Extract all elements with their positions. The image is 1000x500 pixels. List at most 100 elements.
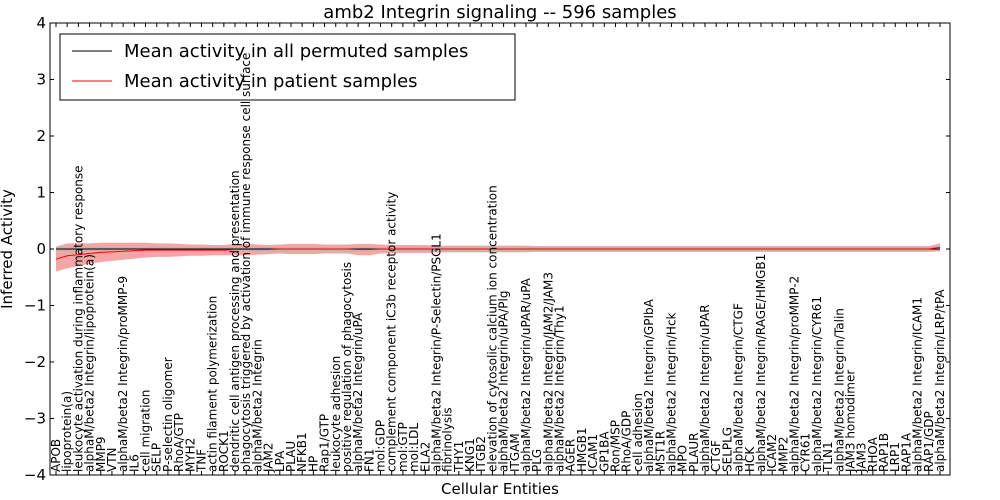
x-tick-label: ROCK1 [217, 430, 231, 472]
x-tick-label: SELPLG [720, 427, 734, 472]
x-tick-label: MPO [676, 445, 690, 472]
x-tick-label: MMP2 [776, 436, 790, 472]
x-tick-label: HP [306, 456, 320, 472]
x-tick-label: IL6 [127, 454, 141, 472]
x-tick-label: alphaM/beta2 Integrin/CYR61 [810, 296, 824, 472]
x-tick-label: positive regulation of phagocytosis [340, 262, 354, 472]
x-tick-label: ITGB2 [474, 436, 488, 472]
x-tick-label: HMGB1 [575, 427, 589, 472]
x-tick-label: phagocytosis triggered by activation of … [239, 53, 253, 472]
x-tick-label: MMP9 [94, 436, 108, 472]
y-tick-label: −2 [24, 353, 46, 371]
y-tick-label: 4 [36, 14, 46, 32]
x-tick-label: mol:LDL [407, 423, 421, 472]
x-tick-label: ITGAM [508, 433, 522, 472]
x-tick-label: RAP1A [899, 432, 913, 472]
x-tick-label: alphaM/beta2 Integrin/Hck [664, 312, 678, 472]
x-tick-label: alphaM/beta2 Integrin/Talin [832, 308, 846, 472]
legend-label-permuted: Mean activity in all permuted samples [124, 41, 468, 62]
x-tick-label: TLN1 [821, 441, 835, 473]
x-tick-label: PLAUR [687, 432, 701, 472]
legend-label-patient: Mean activity in patient samples [124, 71, 418, 92]
x-tick-label: RAP1/GDP [922, 411, 936, 472]
legend-box [59, 33, 516, 101]
x-tick-label: leukocyte adhesion [329, 356, 343, 472]
x-tick-label: ICAM2 [765, 434, 779, 472]
x-tick-label: MYH2 [183, 438, 197, 472]
x-tick-label: CTGF [709, 440, 723, 472]
x-tick-label: alphaM/beta2 Integrin/CTGF [732, 303, 746, 472]
x-tick-label: PLG [530, 449, 544, 472]
x-axis-ticks [55, 23, 941, 475]
x-tick-label: CYR61 [799, 433, 813, 472]
x-tick-label: cell adhesion [631, 393, 645, 472]
x-tick-label: MST1R [653, 431, 667, 472]
x-tick-label: ICAM1 [586, 434, 600, 472]
y-axis-label: Inferred Activity [0, 189, 16, 309]
y-tick-label: −4 [24, 466, 46, 484]
x-tick-label: JAM2 [262, 442, 276, 473]
x-tick-label: HCK [743, 446, 757, 472]
x-tick-label: THY1 [452, 441, 466, 473]
x-tick-label: AGER [564, 439, 578, 472]
patient-mean-line [55, 246, 941, 260]
plot-area: −4 −3 −2 −1 0 1 2 3 4 [24, 14, 951, 484]
x-tick-label: SELP [150, 443, 164, 472]
x-tick-label: leukocyte activation during inflammatory… [71, 165, 85, 472]
x-tick-label: ELA2 [418, 442, 432, 472]
plot-frame [49, 22, 951, 476]
x-tick-label: alphaM/beta2 Integrin/uPA/Plg [497, 291, 511, 472]
x-tick-label: fibrinolysis [441, 407, 455, 472]
y-tick-label: −1 [24, 297, 46, 315]
x-tick-label: elevation of cytosolic calcium ion conce… [485, 185, 499, 472]
x-tick-label: actin filament polymerization [206, 296, 220, 472]
x-tick-label: FN1 [362, 448, 376, 472]
x-tick-label: KNG1 [463, 438, 477, 472]
x-tick-label: alphaM/beta2 Integrin/uPA [351, 312, 365, 472]
x-tick-label: JAM3 [855, 442, 869, 473]
x-tick-label: JAM3 homodimer [843, 370, 857, 473]
y-tick-label: −3 [24, 410, 46, 428]
x-tick-label: cell migration [139, 390, 153, 472]
chart-title: amb2 Integrin signaling -- 596 samples [323, 2, 676, 23]
legend: Mean activity in all permuted samples Me… [59, 33, 516, 101]
x-tick-label: LPA [273, 450, 287, 472]
y-axis-ticks: −4 −3 −2 −1 0 1 2 3 4 [24, 14, 950, 484]
x-tick-label: alphaM/beta2 Integrin/proMMP-2 [788, 276, 802, 472]
x-tick-label: complement component iC3b receptor activ… [385, 192, 399, 472]
x-tick-label: dendritic cell antigen processing and pr… [228, 170, 242, 472]
y-tick-label: 0 [36, 240, 46, 258]
x-tick-label: alphaM/beta2 Integrin/RAGE/HMGB1 [754, 254, 768, 472]
y-tick-label: 3 [36, 71, 46, 89]
x-tick-label: Ron/MSP [608, 420, 622, 472]
x-tick-label: alphaM/beta2 Integrin/GPIbA [642, 298, 656, 472]
y-tick-label: 1 [36, 184, 46, 202]
x-tick-label: alphaM/beta2 Integrin/LRP/tPA [933, 289, 947, 472]
x-tick-label: RHOA [866, 436, 880, 472]
x-axis-label: Cellular Entities [441, 480, 559, 498]
x-tick-label: VTN [105, 447, 119, 472]
x-tick-label: mol:GTP [396, 422, 410, 472]
x-tick-label: alphaM/beta2 Integrin/Thy1 [553, 305, 567, 472]
x-tick-label: alphaM/beta2 Integrin/uPAR [698, 304, 712, 472]
x-tick-label: RAP1B [877, 433, 891, 472]
x-tick-label: APOB [49, 439, 63, 472]
x-tick-label: RhoA/GDP [620, 411, 634, 472]
x-tick-label: Rap1/GTP [318, 414, 332, 472]
x-tick-label: TNF [194, 449, 208, 473]
series-lines [55, 246, 941, 260]
x-tick-label: lipoprotein(a) [60, 391, 74, 472]
x-tick-label: PLAU [284, 441, 298, 472]
x-tick-label: alphaM/beta2 Integrin/lipoprotein(a) [83, 254, 97, 472]
y-tick-label: 2 [36, 127, 46, 145]
x-tick-label: alphaM/beta2 Integrin/proMMP-9 [116, 276, 130, 472]
x-tick-label: alphaM/beta2 Integrin [250, 339, 264, 472]
x-tick-label: alphaM/beta2 Integrin/JAM2/JAM3 [541, 272, 555, 472]
x-tick-label: alphaM/beta2 Integrin/ICAM1 [911, 297, 925, 472]
x-tick-label: alphaM/beta2 Integrin/uPAR/uPA [519, 277, 533, 472]
x-tick-label: P-selectin oligomer [161, 357, 175, 472]
x-tick-label: NFKB1 [295, 432, 309, 472]
x-tick-label: GP1BA [597, 431, 611, 472]
